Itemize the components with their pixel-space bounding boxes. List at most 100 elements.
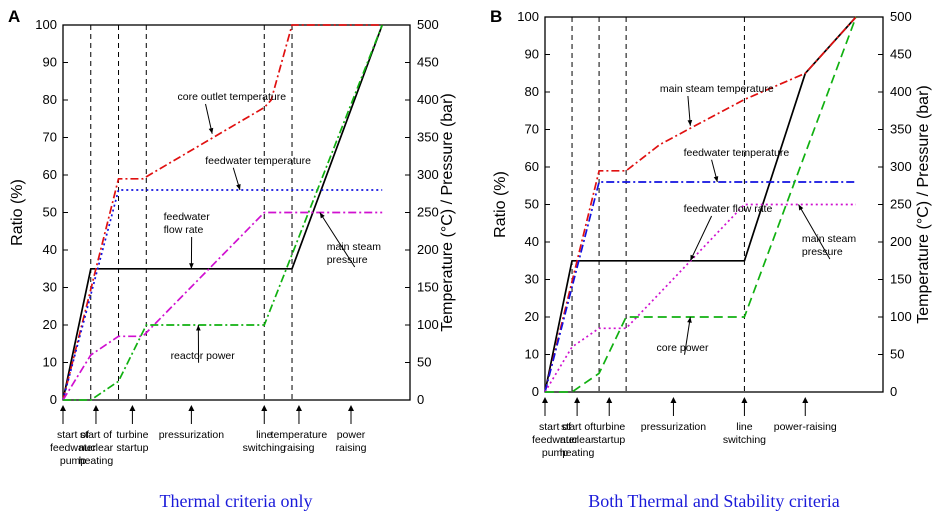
y2-tick-label: 0: [890, 384, 897, 399]
annotation-label: pressure: [802, 246, 843, 258]
y2-tick-label: 50: [417, 355, 431, 370]
annotation-arrow-head: [687, 120, 693, 126]
y-tick-label: 40: [525, 234, 539, 249]
y-tick-label: 80: [525, 84, 539, 99]
y-tick-label: 50: [525, 197, 539, 212]
y-tick-label: 60: [525, 159, 539, 174]
y2-tick-label: 50: [890, 347, 904, 362]
y2-tick-label: 100: [890, 309, 912, 324]
annotation-arrow-head: [798, 204, 804, 211]
y2-tick-label: 0: [417, 392, 424, 407]
y2-tick-label: 450: [890, 47, 912, 62]
y-tick-label: 100: [35, 17, 57, 32]
annotation-label: feedwater temperature: [205, 155, 311, 167]
y2-tick-label: 450: [417, 55, 439, 70]
y-tick-label: 60: [43, 167, 57, 182]
annotation-arrow-head: [687, 317, 692, 323]
y2-tick-label: 200: [417, 242, 439, 257]
y2-axis-label: Temperature (°C) / Pressure (bar): [915, 85, 932, 323]
series-line-feedwater-temperature: [544, 181, 856, 393]
annotation-arrow-head: [236, 184, 241, 190]
stage-label: start of: [57, 429, 89, 441]
stage-arrow-head: [670, 397, 677, 403]
annotation-arrow-line: [798, 204, 831, 260]
annotation-label: core outlet temperature: [178, 91, 287, 103]
stage-label: switching: [723, 434, 766, 446]
stage-label: startup: [593, 434, 625, 446]
annotation-label: reactor power: [171, 350, 236, 362]
stage-label: turbine: [593, 421, 625, 433]
panel-label: A: [8, 7, 20, 26]
annotation-arrow-head: [196, 325, 201, 331]
annotation-arrow-head: [319, 212, 325, 219]
y2-tick-label: 300: [890, 159, 912, 174]
y2-tick-label: 350: [417, 130, 439, 145]
stage-label: line: [736, 421, 753, 433]
annotation-label: feedwater temperature: [684, 147, 790, 159]
annotation-label: main steam temperature: [660, 83, 774, 95]
annotation-label: core power: [657, 342, 709, 354]
stage-label: start of: [561, 421, 593, 433]
stage-arrow-head: [188, 405, 195, 411]
y-tick-label: 10: [43, 355, 57, 370]
stage-label: pump: [542, 447, 568, 459]
series-line-feedwater-temperature: [62, 189, 383, 401]
stage-label: power-raising: [774, 421, 837, 433]
y-tick-label: 40: [43, 242, 57, 257]
y2-tick-label: 150: [890, 272, 912, 287]
annotation-label: pressure: [327, 254, 368, 266]
stage-arrow-head: [92, 405, 99, 411]
y-tick-label: 0: [532, 384, 539, 399]
annotation-arrow-head: [208, 127, 214, 134]
series-line-feedwater-flow-rate: [62, 24, 383, 401]
stage-label: feedwater: [532, 434, 579, 446]
stage-label: turbine: [116, 429, 148, 441]
annotation-arrow-head: [189, 263, 194, 269]
stage-label: line: [256, 429, 273, 441]
y2-tick-label: 400: [417, 92, 439, 107]
stage-label: nuclear: [79, 442, 114, 454]
y-tick-label: 20: [525, 309, 539, 324]
panel-caption: Both Thermal and Stability criteria: [588, 491, 840, 511]
y2-tick-label: 100: [417, 317, 439, 332]
chart-panel-b: B 0 10 20 30 40 50 60 70 80 90 100 0 50 100 150 200 250 30…: [490, 7, 932, 511]
y2-axis-label: Temperature (°C) / Pressure (bar): [439, 93, 456, 331]
stage-label: start of: [80, 429, 112, 441]
annotation-arrow-line: [684, 316, 691, 355]
y2-tick-label: 400: [890, 84, 912, 99]
annotation-label: feedwater flow rate: [684, 203, 773, 215]
annotation-arrow-line: [689, 215, 713, 261]
y-axis-label: Ratio (%): [492, 171, 509, 238]
series-line-main-steam-temperature: [544, 16, 857, 393]
stage-label: power: [337, 429, 366, 441]
stage-label: pressurization: [641, 421, 707, 433]
y2-tick-label: 300: [417, 167, 439, 182]
stage-label: raising: [336, 442, 367, 454]
y2-tick-label: 250: [890, 197, 912, 212]
stage-label: pressurization: [159, 429, 225, 441]
stage-arrow-head: [129, 405, 136, 411]
plot-frame: [62, 24, 411, 401]
y-axis-label: Ratio (%): [9, 179, 26, 246]
annotation-arrow-head: [690, 254, 695, 261]
y2-tick-label: 150: [417, 280, 439, 295]
stage-arrow-head: [741, 397, 748, 403]
panel-label: B: [490, 7, 502, 26]
y-tick-label: 30: [43, 280, 57, 295]
y2-tick-label: 350: [890, 122, 912, 137]
y-tick-label: 80: [43, 92, 57, 107]
stage-label: pump: [60, 455, 86, 467]
stage-arrow-head: [802, 397, 809, 403]
stage-arrow-head: [261, 405, 268, 411]
y-tick-label: 70: [525, 122, 539, 137]
stage-label: heating: [79, 455, 114, 467]
y-tick-label: 70: [43, 130, 57, 145]
y-tick-label: 50: [43, 205, 57, 220]
y-tick-label: 20: [43, 317, 57, 332]
y-tick-label: 10: [525, 347, 539, 362]
y-tick-label: 0: [50, 392, 57, 407]
y2-tick-label: 500: [417, 17, 439, 32]
stage-arrow-head: [60, 405, 66, 411]
y-tick-label: 90: [525, 47, 539, 62]
series-line-reactor-power: [63, 24, 383, 401]
